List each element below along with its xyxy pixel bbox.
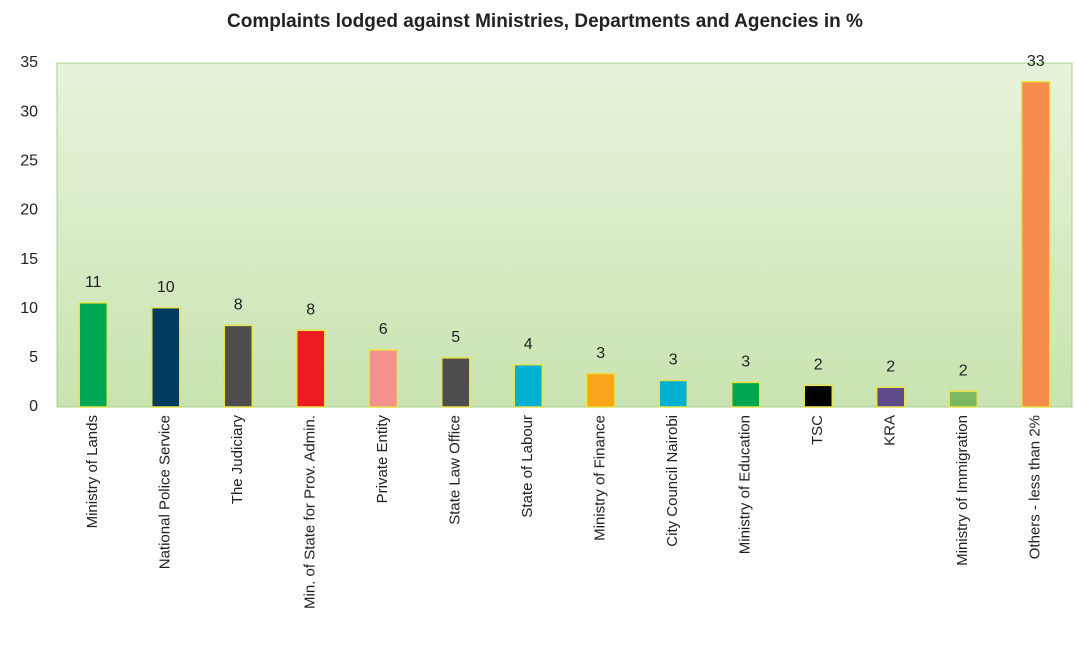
bar: [296, 329, 326, 408]
bar: [1021, 80, 1051, 408]
bar: [368, 349, 398, 408]
y-tick-label: 30: [20, 103, 38, 120]
data-label: 5: [451, 329, 460, 346]
data-label: 2: [886, 359, 895, 376]
x-tick-label: Ministry of Education: [737, 415, 754, 554]
x-tick-label: Ministry of Finance: [592, 415, 609, 541]
x-tick-label: Min. of State for Prov. Admin.: [302, 415, 319, 609]
bar: [586, 372, 616, 408]
x-tick-label: KRA: [882, 415, 899, 446]
data-label: 8: [306, 302, 315, 319]
bar: [223, 324, 253, 408]
bar: [803, 384, 833, 408]
x-tick-label: Ministry of Immigration: [954, 415, 971, 566]
data-label: 3: [741, 354, 750, 371]
bar: [513, 363, 543, 408]
x-tick-label: State Law Office: [447, 415, 464, 525]
plot-area: [56, 62, 1073, 408]
y-tick-label: 10: [20, 300, 38, 317]
x-tick-label: Private Entity: [374, 415, 391, 504]
x-tick-label: National Police Service: [157, 415, 174, 569]
y-tick-label: 5: [29, 349, 38, 366]
bar: [658, 379, 688, 408]
data-label: 3: [596, 345, 605, 362]
bar: [948, 390, 978, 408]
bar: [78, 302, 108, 408]
chart-title: Complaints lodged against Ministries, De…: [227, 11, 863, 32]
y-tick-label: 15: [20, 251, 38, 268]
data-label: 3: [669, 352, 678, 369]
data-label: 11: [85, 274, 102, 291]
data-label: 10: [157, 279, 175, 296]
x-tick-label: State of Labour: [519, 415, 536, 518]
data-label: 2: [959, 362, 968, 379]
x-tick-label: Others - less than 2%: [1027, 415, 1044, 559]
x-tick-label: City Council Nairobi: [664, 415, 681, 547]
data-label: 8: [234, 297, 243, 314]
bar: [441, 357, 471, 408]
y-tick-label: 0: [29, 398, 38, 415]
data-label: 33: [1027, 53, 1045, 70]
x-tick-label: The Judiciary: [229, 415, 246, 505]
bar: [731, 381, 761, 408]
data-label: 4: [524, 336, 533, 353]
x-tick-label: Ministry of Lands: [84, 415, 101, 528]
data-label: 6: [379, 321, 388, 338]
y-tick-label: 20: [20, 202, 38, 219]
x-tick-label: TSC: [809, 415, 826, 445]
y-tick-label: 35: [20, 54, 38, 71]
data-label: 2: [814, 357, 823, 374]
bar: [151, 306, 181, 408]
bar: [876, 386, 906, 408]
y-tick-label: 25: [20, 153, 38, 170]
